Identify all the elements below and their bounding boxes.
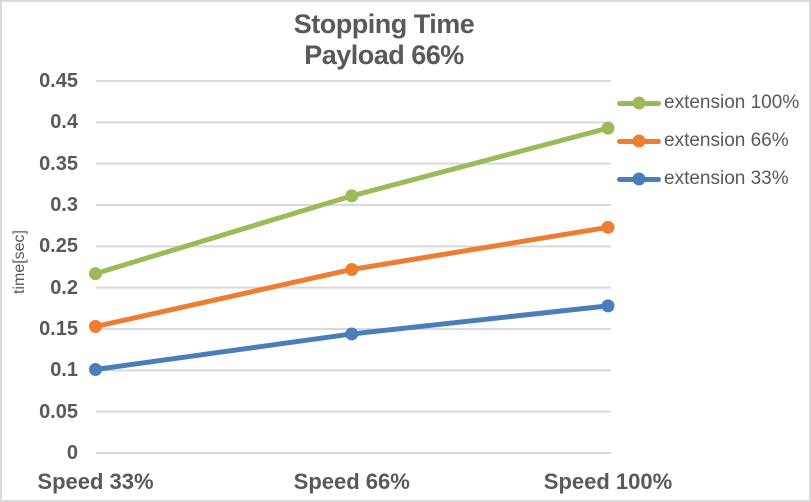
legend-line-marker-icon (617, 134, 661, 148)
y-tick-label: 0.45 (39, 70, 78, 92)
chart-title: Stopping Time Payload 66% (2, 9, 766, 71)
y-tick-label: 0.05 (39, 400, 78, 423)
data-point-marker (345, 262, 359, 276)
x-tick-label: Speed 33% (37, 469, 154, 494)
y-tick-label: 0.15 (39, 318, 78, 340)
data-point-marker (345, 189, 359, 203)
legend-line-marker-icon (617, 96, 661, 110)
data-point-marker (601, 299, 615, 313)
x-tick-label: Speed 100% (543, 469, 673, 494)
legend-dot-icon (632, 134, 646, 148)
legend-label: extension 66% (664, 130, 789, 151)
legend-line-marker-icon (617, 172, 661, 186)
legend: extension 100% extension 66% extension 33% (617, 84, 799, 198)
y-tick-label: 0.25 (39, 235, 78, 258)
y-tick-label: 0.1 (50, 359, 78, 382)
data-point-marker (89, 320, 102, 334)
legend-item[interactable]: extension 33% (617, 160, 799, 198)
y-tick-label: 0.35 (39, 152, 78, 175)
legend-item[interactable]: extension 66% (617, 122, 799, 160)
data-point-marker (89, 267, 102, 281)
legend-label: extension 100% (664, 92, 800, 113)
series-line-extension-66- (93, 224, 611, 330)
data-point-marker (345, 327, 359, 341)
chart-title-line1: Stopping Time (293, 9, 475, 39)
y-tick-label: 0 (66, 442, 78, 464)
y-tick-label: 0.2 (50, 276, 78, 299)
x-tick-label: Speed 66% (293, 469, 410, 494)
data-point-marker (601, 121, 615, 135)
chart-title-line2: Payload 66% (304, 40, 464, 70)
y-tick-label: 0.4 (50, 111, 78, 134)
y-tick-label: 0.3 (50, 194, 78, 216)
data-point-marker (601, 220, 615, 234)
legend-item[interactable]: extension 100% (617, 84, 799, 122)
data-point-marker (89, 363, 102, 377)
legend-dot-icon (632, 96, 646, 110)
legend-dot-icon (632, 172, 646, 186)
legend-label: extension 33% (664, 168, 789, 189)
